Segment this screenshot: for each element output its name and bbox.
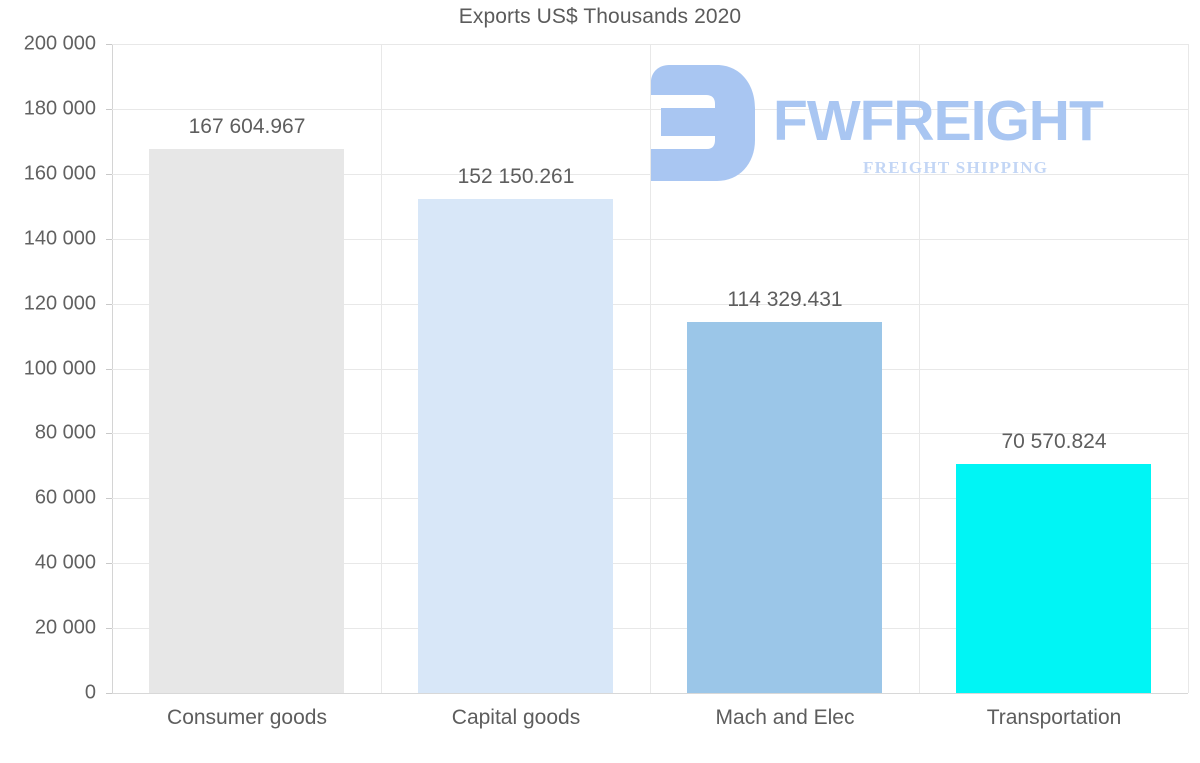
y-axis-label: 40 000 <box>34 551 96 574</box>
bar-value-label: 70 570.824 <box>1001 430 1107 453</box>
bar-value-label: 167 604.967 <box>188 115 306 138</box>
y-axis-tick <box>106 44 112 45</box>
y-axis-tick <box>106 628 112 630</box>
y-axis-tick <box>106 693 112 694</box>
y-axis-tick <box>106 108 112 110</box>
y-axis-label: 100 000 <box>23 357 96 379</box>
bar[interactable] <box>149 149 344 693</box>
y-axis-label: 20 000 <box>34 616 96 639</box>
gridline-horizontal <box>112 693 1188 694</box>
bar-value-label: 152 150.261 <box>457 165 575 188</box>
y-axis-label: 140 000 <box>23 227 96 250</box>
y-axis-tick <box>106 303 112 305</box>
gridline-vertical <box>381 44 382 693</box>
y-axis-tick <box>106 498 112 500</box>
y-axis-tick <box>106 238 112 240</box>
bar[interactable] <box>418 199 613 693</box>
gridline-vertical <box>1188 44 1189 693</box>
bar[interactable] <box>956 464 1151 693</box>
y-axis-tick <box>106 563 112 565</box>
bar[interactable] <box>687 322 882 693</box>
bar-value-label: 114 329.431 <box>727 288 843 311</box>
y-axis-label: 0 <box>84 681 96 704</box>
chart-title: Exports US$ Thousands 2020 <box>458 5 742 28</box>
y-axis-label: 180 000 <box>23 97 96 120</box>
y-axis-tick <box>106 173 112 175</box>
gridline-vertical <box>650 44 651 693</box>
plot-area <box>112 44 1189 694</box>
x-axis-label: Capital goods <box>451 706 581 729</box>
y-axis-label: 80 000 <box>34 421 96 444</box>
y-axis-tick <box>106 433 112 435</box>
x-axis-label: Consumer goods <box>167 706 327 729</box>
y-axis-label: 60 000 <box>34 486 96 509</box>
x-axis-label: Mach and Elec <box>715 706 855 729</box>
y-axis-label: 120 000 <box>23 292 96 315</box>
y-axis-label: 160 000 <box>23 162 96 185</box>
x-axis-label: Transportation <box>986 706 1122 729</box>
gridline-vertical <box>919 44 920 693</box>
y-axis-label: 200 000 <box>23 32 96 55</box>
y-axis-tick <box>106 368 112 370</box>
